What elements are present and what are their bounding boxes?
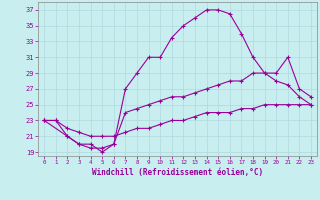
X-axis label: Windchill (Refroidissement éolien,°C): Windchill (Refroidissement éolien,°C) bbox=[92, 168, 263, 177]
